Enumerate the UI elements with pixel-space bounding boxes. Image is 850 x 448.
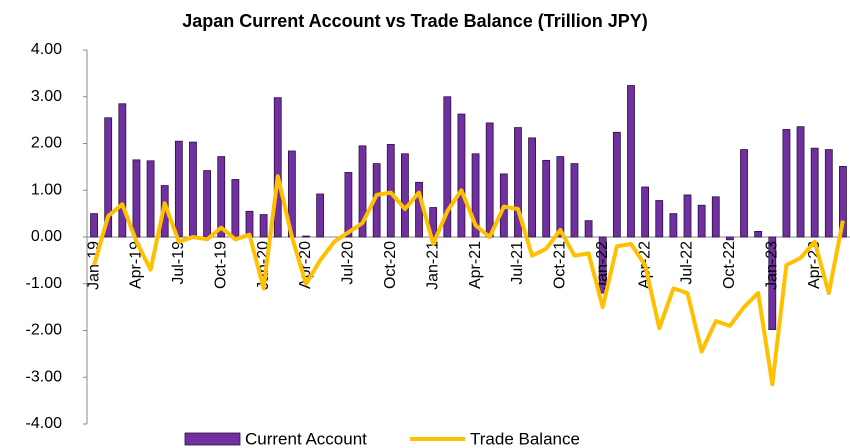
bar (302, 235, 310, 238)
line (92, 174, 845, 387)
bar (782, 129, 791, 238)
x-tick-label: Oct-19 (212, 241, 229, 289)
bar (514, 127, 522, 238)
bar (443, 96, 452, 238)
bar (641, 186, 650, 238)
x-tick-label: Jul-21 (509, 241, 526, 285)
legend-label: Trade Balance (470, 429, 580, 448)
y-tick-label: 0.00 (31, 228, 62, 245)
bar (217, 156, 226, 238)
y-tick-label: -4.00 (26, 415, 63, 432)
bar (203, 170, 212, 238)
y-tick-label: -3.00 (26, 368, 63, 385)
bar (683, 194, 692, 238)
bar (740, 149, 748, 238)
bar (655, 200, 664, 238)
bar (344, 172, 353, 238)
bar (146, 160, 155, 238)
bar (725, 236, 734, 241)
bar (768, 236, 777, 330)
x-tick-label: Jul-22 (679, 241, 696, 285)
x-tick-label: Jul-20 (340, 241, 357, 285)
bar (174, 140, 183, 238)
legend-label: Current Account (245, 429, 367, 448)
bar (839, 166, 847, 238)
x-tick-label: Oct-20 (382, 241, 399, 289)
bar (556, 156, 565, 238)
bar (669, 213, 678, 238)
bar (754, 230, 763, 238)
bar (810, 147, 819, 238)
bar (711, 196, 720, 238)
bar (796, 126, 805, 238)
x-tick-label: Jul-19 (170, 241, 187, 285)
x-tick-label: Apr-19 (128, 241, 145, 289)
bar (528, 137, 536, 238)
bar (697, 204, 706, 238)
y-tick-label: 3.00 (31, 88, 62, 105)
x-tick-label: Oct-21 (552, 241, 569, 289)
bar (598, 236, 607, 294)
y-tick-label: -1.00 (26, 275, 63, 292)
bar (824, 149, 833, 238)
y-tick-label: -2.00 (26, 322, 63, 339)
x-tick-label: Jan-22 (594, 241, 611, 290)
bar (485, 122, 494, 238)
x-tick-label: Jan-23 (764, 241, 781, 290)
bar (415, 181, 423, 238)
bar (90, 213, 98, 238)
bar (401, 153, 409, 238)
x-tick-label: Jan-21 (424, 241, 441, 290)
bar (457, 113, 466, 238)
bar (104, 117, 113, 238)
bar (259, 214, 268, 238)
bar (316, 193, 325, 238)
bar (627, 85, 635, 238)
bar (132, 159, 141, 238)
x-tick-label: Apr-21 (467, 241, 484, 289)
bar (584, 220, 593, 238)
y-tick-label: 4.00 (31, 41, 62, 58)
bar (542, 159, 551, 238)
legend-swatch (184, 432, 241, 446)
chart-title: Japan Current Account vs Trade Balance (… (182, 11, 647, 31)
bar (612, 131, 621, 238)
y-tick-label: 2.00 (31, 135, 62, 152)
bar (189, 141, 197, 238)
bar (471, 153, 480, 238)
y-tick-label: 1.00 (31, 181, 62, 198)
bar (273, 97, 282, 238)
bar (358, 145, 367, 238)
bar (231, 179, 240, 238)
bar (570, 163, 579, 238)
x-tick-label: Oct-22 (721, 241, 738, 289)
bar (118, 103, 127, 238)
